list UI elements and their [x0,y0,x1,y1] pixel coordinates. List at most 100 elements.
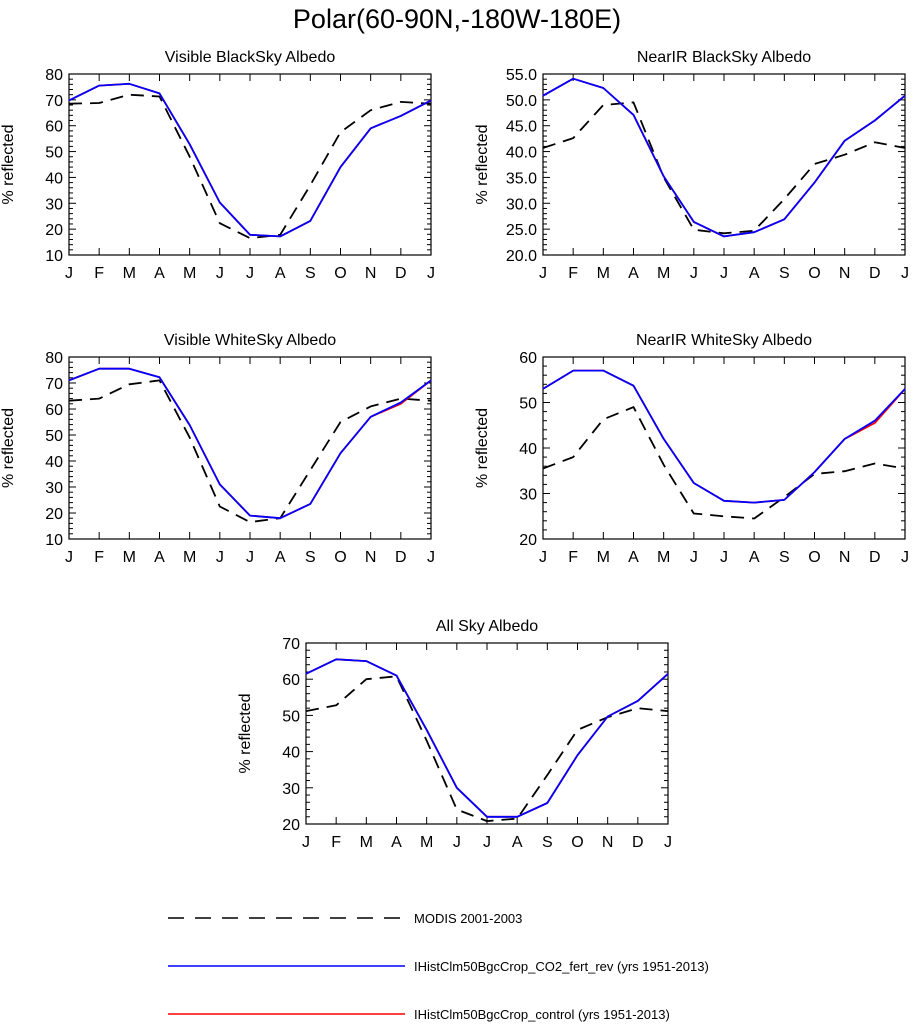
y-tick-label: 25.0 [506,222,537,239]
series-line-co2-fert-rev [68,82,432,238]
series-line-control [68,367,432,520]
series-line-modis [542,101,906,235]
y-tick-label: 50 [519,396,537,413]
y-tick-label: 80 [45,67,63,84]
x-tick-label: J [720,265,728,282]
series-line-co2-fert-rev [542,369,906,504]
y-axis-label: % reflected [474,124,491,204]
legend-label: IHistClm50BgcCrop_control (yrs 1951-2013… [414,1007,670,1022]
series-line-co2-fert-rev [542,77,906,238]
y-tick-label: 35.0 [506,170,537,187]
panel-2: NearIR BlackSky Albedo % reflected 20.0 25.… [474,49,909,282]
x-tick-label: A [154,265,165,282]
y-tick-label: 70 [282,636,300,653]
series-line-co2-fert-rev [68,367,432,520]
y-tick-label: 55.0 [506,67,537,84]
x-tick-label: O [334,549,346,566]
y-axis-label: % reflected [0,408,17,488]
x-tick-label: J [690,549,698,566]
y-tick-label: 60 [282,672,300,689]
y-tick-label: 40 [519,441,537,458]
y-tick-label: 60 [45,119,63,136]
figure-title: Polar(60-90N,-180W-180E) [293,4,621,34]
x-tick-label: A [749,265,760,282]
x-tick-label: A [628,265,639,282]
x-tick-label: M [183,549,196,566]
x-tick-label: J [901,265,909,282]
x-tick-label: F [94,549,104,566]
y-tick-label: 30.0 [506,196,537,213]
x-tick-label: S [305,549,316,566]
plot-frame [68,356,432,540]
x-tick-label: A [749,549,760,566]
panel-1: Visible BlackSky Albedo % reflected 10 20 30… [0,49,435,282]
series-line-modis [68,93,432,240]
panel-5: All Sky Albedo % reflected 20 30 40 50 60 70 J F M… [237,618,672,851]
y-tick-label: 40.0 [506,145,537,162]
panel-title: Visible BlackSky Albedo [165,49,336,66]
x-tick-label: D [869,265,881,282]
x-tick-label: F [568,549,578,566]
y-tick-label: 40 [282,745,300,762]
x-tick-label: N [365,549,377,566]
y-tick-label: 20 [45,222,63,239]
panel-title: Visible WhiteSky Albedo [164,332,336,349]
y-tick-label: 50 [45,428,63,445]
x-tick-label: J [427,265,435,282]
legend-item-2: IHistClm50BgcCrop_CO2_fert_rev (yrs 1951… [168,959,709,974]
x-tick-label: S [779,265,790,282]
x-tick-label: J [664,834,672,851]
legend-label: MODIS 2001-2003 [414,911,522,926]
y-axis-label: % reflected [237,693,254,773]
y-axis-label: % reflected [0,124,17,204]
y-tick-label: 60 [45,402,63,419]
panel-4: NearIR WhiteSky Albedo % reflected 20 30 40 5… [474,332,909,566]
x-tick-label: J [216,549,224,566]
x-tick-label: S [542,834,553,851]
x-tick-label: J [483,834,491,851]
x-tick-label: D [632,834,644,851]
x-tick-label: N [602,834,614,851]
plot-frame [542,356,906,540]
y-tick-label: 70 [45,376,63,393]
x-tick-label: S [779,549,790,566]
y-tick-label: 30 [519,487,537,504]
legend: MODIS 2001-2003 IHistClm50BgcCrop_CO2_fer… [168,911,709,1022]
x-tick-label: J [65,549,73,566]
y-tick-label: 20 [282,817,300,834]
x-tick-label: A [275,549,286,566]
y-tick-label: 60 [519,350,537,367]
x-tick-label: J [539,265,547,282]
series-line-control [542,369,906,504]
x-tick-label: F [94,265,104,282]
y-tick-label: 30 [45,196,63,213]
series-line-modis [68,379,432,523]
legend-label: IHistClm50BgcCrop_CO2_fert_rev (yrs 1951… [414,959,709,974]
x-tick-label: D [395,549,407,566]
x-tick-label: M [597,549,610,566]
legend-item-1: MODIS 2001-2003 [168,911,522,926]
panel-3: Visible WhiteSky Albedo % reflected 10 20 30… [0,332,435,566]
plot-frame [305,642,669,825]
x-tick-label: A [154,549,165,566]
x-tick-label: J [690,265,698,282]
x-tick-label: D [869,549,881,566]
panel-title: All Sky Albedo [436,618,538,635]
x-tick-label: O [571,834,583,851]
x-tick-label: J [302,834,310,851]
y-tick-label: 80 [45,350,63,367]
series-line-control [68,82,432,238]
y-tick-label: 10 [45,248,63,265]
y-tick-label: 50 [45,145,63,162]
y-tick-label: 70 [45,93,63,110]
y-tick-label: 20 [519,532,537,549]
x-tick-label: J [427,549,435,566]
x-tick-label: J [720,549,728,566]
x-tick-label: A [275,265,286,282]
x-tick-label: F [331,834,341,851]
panel-title: NearIR WhiteSky Albedo [636,332,812,349]
y-tick-label: 40 [45,170,63,187]
y-tick-label: 45.0 [506,119,537,136]
x-tick-label: N [365,265,377,282]
y-tick-label: 10 [45,532,63,549]
